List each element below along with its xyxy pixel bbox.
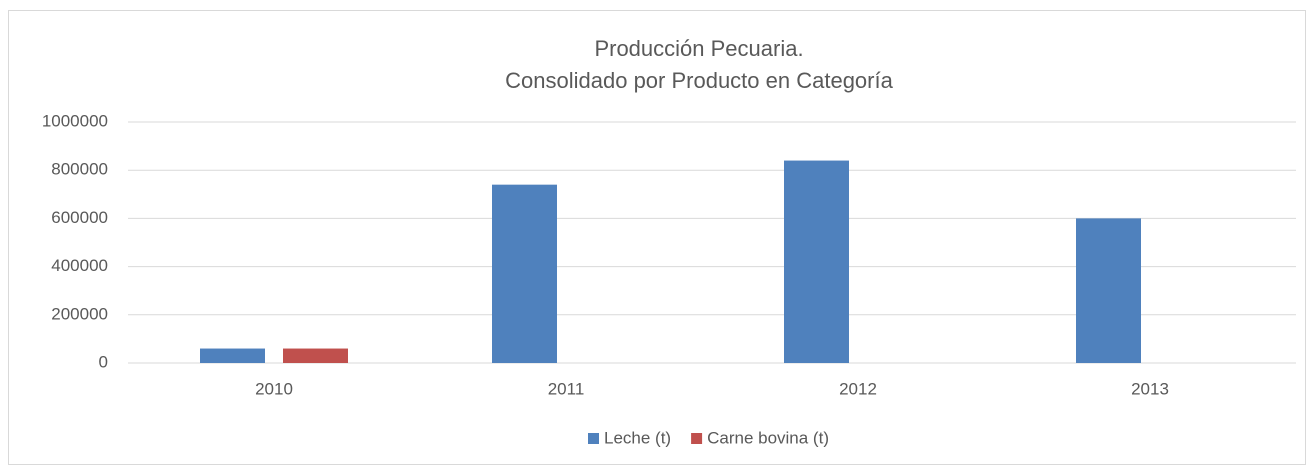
y-tick-label: 0 xyxy=(99,352,108,371)
x-tick-label: 2012 xyxy=(839,379,877,398)
bar xyxy=(492,184,557,363)
y-tick-label: 800000 xyxy=(51,160,108,179)
y-tick-label: 200000 xyxy=(51,304,108,323)
chart-title: Producción Pecuaria. xyxy=(594,36,803,61)
bar xyxy=(784,160,849,363)
x-tick-label: 2013 xyxy=(1131,379,1169,398)
legend-swatch xyxy=(588,433,599,444)
legend-label: Leche (t) xyxy=(604,428,671,447)
bar xyxy=(200,348,265,363)
bar xyxy=(1076,218,1141,363)
chart-subtitle: Consolidado por Producto en Categoría xyxy=(505,68,893,93)
legend-label: Carne bovina (t) xyxy=(707,428,829,447)
y-tick-label: 1000000 xyxy=(42,111,108,130)
y-tick-label: 600000 xyxy=(51,208,108,227)
bar xyxy=(283,348,348,363)
legend-swatch xyxy=(691,433,703,444)
x-tick-label: 2011 xyxy=(548,379,585,398)
x-tick-label: 2010 xyxy=(255,379,293,398)
y-tick-label: 400000 xyxy=(51,256,108,275)
